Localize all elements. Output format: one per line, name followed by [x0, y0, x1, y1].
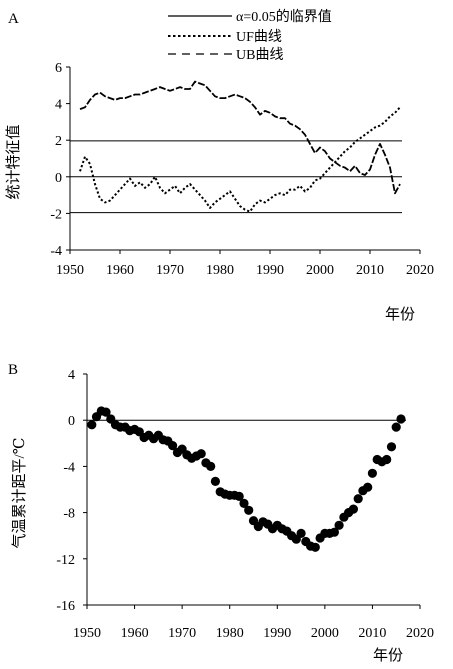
panel-b-x-tick-label: 2020: [406, 626, 434, 641]
panel-b-data-point: [196, 449, 206, 459]
panel-a-uf-series-line: [79, 106, 401, 213]
panel-b-label: B: [8, 362, 18, 378]
panel-b-data-point: [386, 442, 397, 452]
panel-a-x-tick-label: 1990: [256, 263, 284, 278]
panel-a: A 统计特征值 年份 α=0.05的临界值 UF曲线 UB曲线 -4 -2 0 2 4 6…: [5, 9, 434, 323]
panel-b-data-point: [239, 498, 249, 508]
panel-b-x-tick-label: 1990: [263, 626, 291, 641]
panel-a-label: A: [8, 11, 19, 27]
panel-a-y-tick-label: 2: [55, 134, 62, 149]
panel-b-data-point: [334, 520, 344, 530]
panel-b-data-point: [296, 528, 306, 539]
panel-a-ub-series-line: [79, 80, 401, 195]
panel-a-y-tick-label: 6: [55, 61, 62, 76]
panel-a-legend: α=0.05的临界值 UF曲线 UB曲线: [168, 9, 332, 63]
panel-b-data-point: [101, 407, 111, 417]
panel-b-x-tick-label: 1970: [168, 626, 196, 641]
legend-critical-line-label: α=0.05的临界值: [236, 9, 332, 25]
panel-a-x-tick-label: 1980: [206, 263, 234, 278]
panel-b-y-tick-label: -8: [63, 507, 75, 522]
panel-b-data-point: [396, 414, 406, 424]
panel-a-y-tick-label: -2: [50, 207, 62, 222]
panel-b-x-axis-label: 年份: [373, 647, 403, 664]
panel-a-x-tick-label: 2010: [356, 263, 384, 278]
legend-uf-label: UF曲线: [236, 29, 282, 45]
panel-b-y-tick-label: -4: [63, 460, 75, 475]
panel-b-data-point: [234, 491, 244, 501]
panel-a-plot: -4 -2 0 2 4 6 1950 1960 1970 1980 1990 2000 2010 2020: [50, 61, 434, 278]
panel-b-data-point: [382, 454, 392, 465]
panel-a-y-axis-label: 统计特征值: [5, 124, 22, 199]
panel-b-data-point: [168, 441, 178, 451]
panel-b-x-tick-label: 1960: [121, 626, 149, 641]
panel-b-data-point: [363, 482, 373, 492]
panel-a-x-tick-label: 2020: [406, 263, 434, 278]
panel-a-y-tick-label: 0: [55, 171, 62, 186]
panel-b-data-point: [348, 504, 358, 514]
panel-a-y-tick-label: 4: [55, 98, 62, 113]
panel-b-x-tick-label: 1950: [73, 626, 101, 641]
panel-b: B 气温累计距平/℃ 年份 -16 -12 -8 -4 0 4 1950 1960 1970 19…: [8, 362, 434, 664]
panel-b-data-point: [206, 461, 216, 471]
panel-b-data-point: [210, 476, 220, 486]
panel-b-y-tick-label: -12: [56, 553, 75, 568]
panel-b-data-point: [244, 505, 254, 515]
panel-a-x-tick-label: 1970: [156, 263, 184, 278]
panel-b-data-point: [391, 422, 401, 432]
panel-b-y-tick-label: -16: [56, 599, 75, 614]
panel-b-data-point: [367, 468, 377, 478]
panel-b-data-point: [329, 527, 339, 537]
panel-a-y-tick-label: -4: [50, 244, 62, 259]
panel-b-y-axis-label: 气温累计距平/℃: [11, 438, 28, 549]
panel-b-y-tick-label: 0: [68, 414, 75, 429]
legend-ub-label: UB曲线: [236, 47, 283, 63]
panel-b-x-tick-label: 2010: [358, 626, 386, 641]
panel-b-data-point: [353, 494, 363, 504]
panel-b-y-tick-label: 4: [68, 368, 75, 383]
panel-b-data-point: [87, 420, 97, 430]
panel-a-x-axis-label: 年份: [385, 306, 415, 323]
panel-b-plot: -16 -12 -8 -4 0 4 1950 1960 1970 1980 1990 2000 2010…: [56, 368, 434, 641]
panel-b-x-tick-label: 2000: [311, 626, 339, 641]
panel-a-x-tick-label: 1950: [56, 263, 84, 278]
panel-b-x-tick-label: 1980: [216, 626, 244, 641]
panel-b-data-point: [310, 542, 320, 552]
panel-a-x-tick-label: 1960: [106, 263, 134, 278]
panel-a-x-tick-label: 2000: [306, 263, 334, 278]
